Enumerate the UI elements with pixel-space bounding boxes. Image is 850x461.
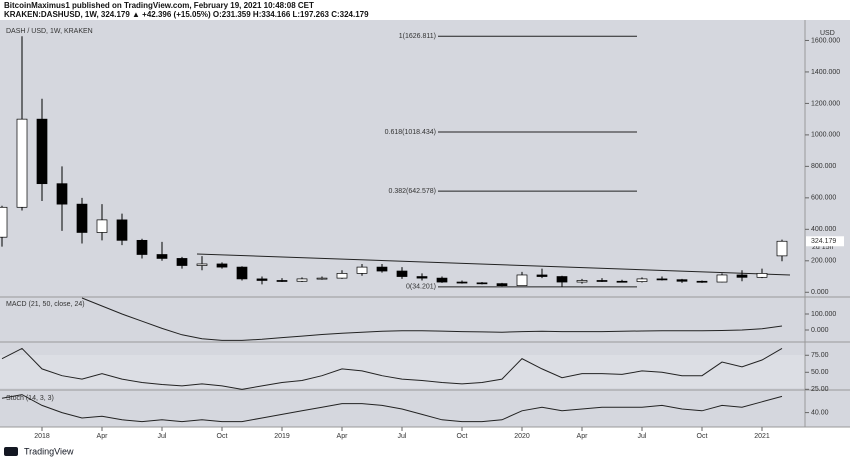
x-tick-label: 2018 xyxy=(34,433,50,440)
candle-body xyxy=(716,274,728,283)
candle-body xyxy=(376,266,388,272)
candle-body xyxy=(536,274,548,277)
fib-label: 1(1626.811) xyxy=(399,33,436,40)
rsi-band xyxy=(0,355,805,388)
candle-body xyxy=(496,283,508,287)
price-badge xyxy=(806,236,844,247)
candle-body xyxy=(596,280,608,282)
x-tick-label: Jul xyxy=(158,433,167,440)
y-tick-label: 0.000 xyxy=(811,289,829,296)
indicator-line xyxy=(1,347,783,390)
candle-body xyxy=(636,278,648,282)
candle-body xyxy=(16,118,28,208)
candle-body xyxy=(316,277,328,280)
candle-body xyxy=(516,274,528,287)
y-tick-label: 1000.000 xyxy=(811,132,840,139)
x-tick-label: Jul xyxy=(398,433,407,440)
candle-body xyxy=(356,266,368,274)
candle-body xyxy=(116,219,128,241)
candle-body xyxy=(336,273,348,279)
macd-title: MACD (21, 50, close, 24) xyxy=(6,301,85,308)
candle-body xyxy=(76,203,88,233)
brand: TradingView xyxy=(24,446,74,456)
candle-body xyxy=(0,206,8,238)
x-tick-label: 2020 xyxy=(514,433,530,440)
y-tick-label: 1600.000 xyxy=(811,37,840,44)
candle-body xyxy=(96,219,108,233)
candle-body xyxy=(756,273,768,278)
trend-line xyxy=(196,253,791,276)
candle-body xyxy=(216,263,228,268)
candle-body xyxy=(556,276,568,283)
x-tick-label: Oct xyxy=(697,433,708,440)
y-tick-label: 1200.000 xyxy=(811,100,840,107)
y-tick-label: 200.000 xyxy=(811,258,836,265)
candle-body xyxy=(416,276,428,279)
candle-body xyxy=(236,266,248,280)
fib-label: 0.618(1018.434) xyxy=(385,129,436,136)
candle-body xyxy=(36,118,48,185)
candle-body xyxy=(136,239,148,255)
x-tick-label: Oct xyxy=(217,433,228,440)
candle-body xyxy=(696,280,708,283)
x-tick-label: 2021 xyxy=(754,433,770,440)
y-tick-label: 800.000 xyxy=(811,163,836,170)
countdown: 2d 15h xyxy=(812,244,834,251)
candle-body xyxy=(476,282,488,285)
symbol-line: KRAKEN:DASHUSD, 1W, 324.179 ▲ +42.396 (+… xyxy=(4,10,369,19)
y-tick-label: 40.00 xyxy=(811,409,829,416)
y-tick-label: 100.000 xyxy=(811,311,836,318)
brand-logo xyxy=(4,447,18,456)
candle-body xyxy=(56,183,68,205)
candle-body xyxy=(256,278,268,281)
candle-body xyxy=(176,258,188,266)
candle-body xyxy=(576,280,588,283)
indicator-line xyxy=(81,297,783,341)
x-tick-label: Apr xyxy=(97,433,109,440)
y-tick-label: 0.000 xyxy=(811,327,829,334)
x-tick-label: 2019 xyxy=(274,433,290,440)
y-tick-label: 600.000 xyxy=(811,195,836,202)
candle-body xyxy=(436,277,448,283)
candle-body xyxy=(456,281,468,284)
y-tick-label: 1400.000 xyxy=(811,69,840,76)
candle-body xyxy=(396,270,408,277)
candle-body xyxy=(656,278,668,281)
y-tick-label: 75.00 xyxy=(811,352,829,359)
last-price: 324.179 xyxy=(811,238,836,245)
candle-body xyxy=(196,263,208,266)
x-tick-label: Apr xyxy=(337,433,349,440)
fib-label: 0(34.201) xyxy=(406,284,436,291)
y-tick-label: 25.00 xyxy=(811,386,829,393)
candle-body xyxy=(296,278,308,282)
x-tick-label: Jul xyxy=(638,433,647,440)
candle-body xyxy=(776,240,788,257)
candle-body xyxy=(276,280,288,282)
candle-body xyxy=(156,254,168,259)
currency: USD xyxy=(820,30,835,37)
publisher: BitcoinMaximus1 published on TradingView… xyxy=(4,1,314,10)
x-tick-label: Oct xyxy=(457,433,468,440)
y-tick-label: 50.00 xyxy=(811,369,829,376)
candle-body xyxy=(616,280,628,283)
indicator-line xyxy=(1,394,783,423)
y-tick-label: 400.000 xyxy=(811,226,836,233)
candle-body xyxy=(736,274,748,278)
fib-label: 0.382(642.578) xyxy=(389,188,436,195)
chart-title: DASH / USD, 1W, KRAKEN xyxy=(6,28,93,35)
x-tick-label: Apr xyxy=(577,433,589,440)
candle-body xyxy=(676,279,688,282)
